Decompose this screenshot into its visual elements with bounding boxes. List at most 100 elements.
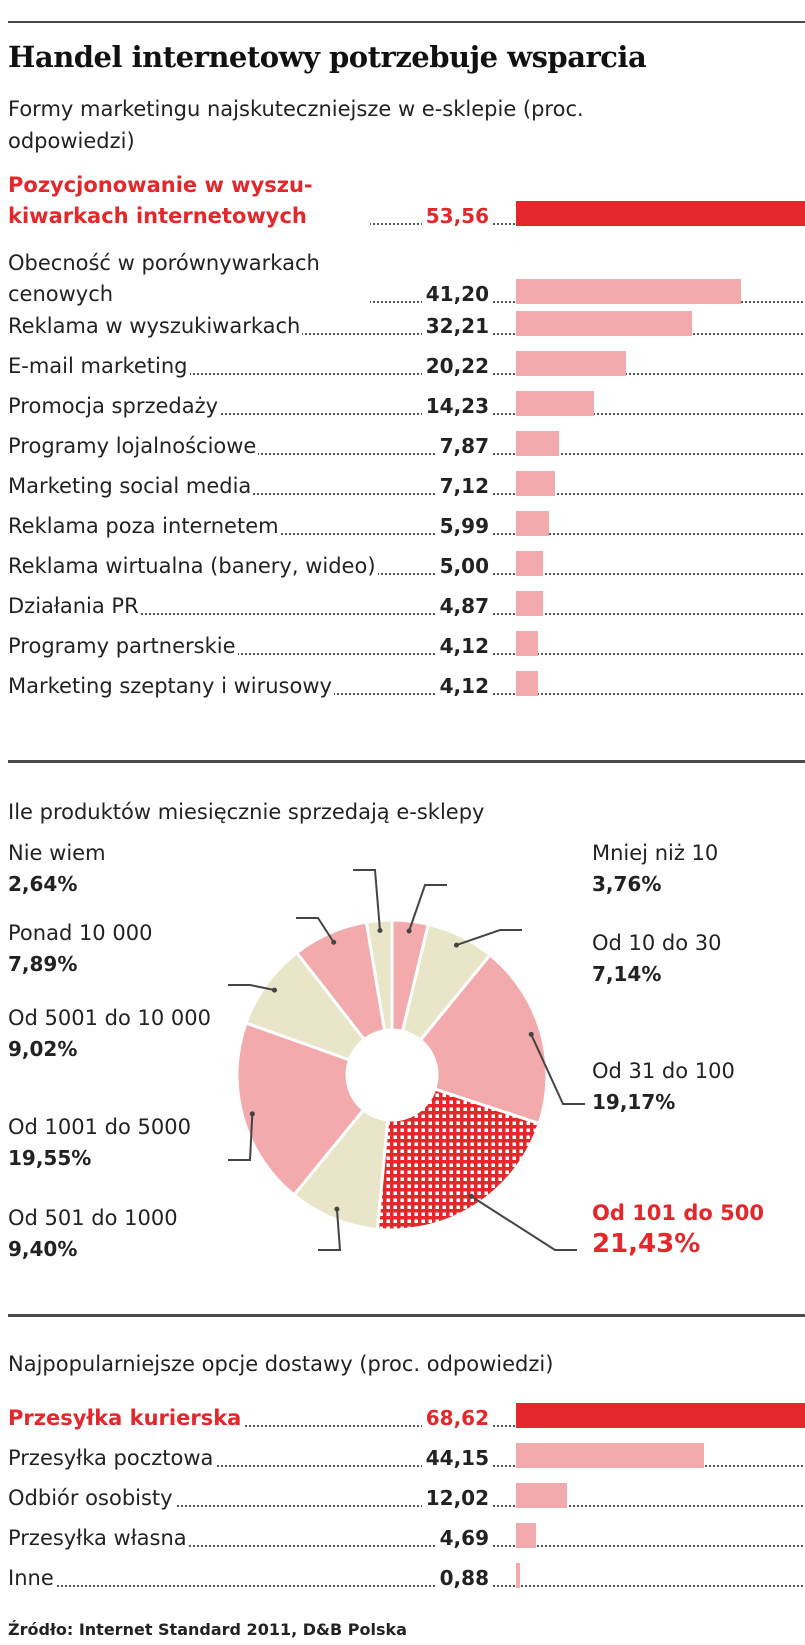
bar-row: Przesyłka kurierska 68,62: [8, 1400, 805, 1434]
leader-dot: [334, 1206, 340, 1212]
leader-dots: [8, 223, 803, 225]
pie-slice: [364, 918, 394, 1033]
slice-value: 21,43%: [592, 1229, 701, 1259]
bar-label: Reklama poza internetem: [8, 511, 281, 542]
bar-row: Przesyłka pocztowa 44,15: [8, 1440, 803, 1474]
bar-label: Przesyłka kurierska: [8, 1403, 244, 1434]
leader-dot: [406, 928, 412, 934]
donut-slice-label: Od 10 do 30 7,14%: [592, 928, 722, 990]
slice-value: 2,64%: [8, 872, 78, 896]
bar-label: Obecność w porównywarkach cenowych: [8, 248, 370, 310]
pie-slice: [235, 1021, 366, 1198]
bar-label: Reklama w wyszukiwarkach: [8, 311, 303, 342]
bar-row: Przesyłka własna 4,69: [8, 1520, 803, 1554]
bar: [516, 1483, 568, 1508]
bar-value-label: 4,12: [435, 631, 493, 662]
bar-label: Marketing social media: [8, 471, 254, 502]
bar-label: Promocja sprzedaży: [8, 391, 221, 422]
pie-slice: [418, 952, 549, 1126]
section2-rule: [8, 760, 805, 763]
leader-dots: [8, 1545, 803, 1547]
leader-line: [456, 929, 522, 947]
bar-row: Pozycjonowanie w wyszu-kiwarkach interne…: [8, 166, 805, 232]
slice-value: 9,40%: [8, 1237, 78, 1261]
slice-value: 3,76%: [592, 872, 662, 896]
bar-value-label: 7,87: [435, 431, 493, 462]
bar-row: Odbiór osobisty 12,02: [8, 1480, 803, 1514]
bar: [516, 631, 539, 656]
donut-slice-label: Mniej niż 10 3,76%: [592, 838, 718, 900]
leader-dots: [8, 1425, 803, 1427]
donut-slice-label: Od 5001 do 10 000 9,02%: [8, 1003, 211, 1065]
slice-name: Od 101 do 500: [592, 1201, 764, 1225]
bar-row: Reklama w wyszukiwarkach 32,21: [8, 308, 803, 342]
bar-label: Przesyłka własna: [8, 1523, 189, 1554]
bar: [516, 279, 741, 304]
section2-subtitle: Ile produktów miesięcznie sprzedają e-sk…: [8, 800, 485, 824]
slice-value: 9,02%: [8, 1037, 78, 1061]
donut-slice-label: Nie wiem 2,64%: [8, 838, 106, 900]
slice-value: 19,17%: [592, 1090, 676, 1114]
bar-value-label: 12,02: [421, 1483, 493, 1514]
bar-label: Reklama wirtualna (banery, wideo): [8, 551, 378, 582]
slice-name: Od 31 do 100: [592, 1059, 735, 1083]
top-rule: [8, 21, 805, 23]
bar-row: Programy lojalnościowe 7,87: [8, 428, 803, 462]
bar-label: Programy partnerskie: [8, 631, 238, 662]
donut-slice-label: Od 101 do 500 21,43%: [592, 1198, 764, 1260]
donut-slice-label: Od 31 do 100 19,17%: [592, 1056, 735, 1118]
leader-dots: [8, 333, 803, 335]
bar-row: Reklama poza internetem 5,99: [8, 508, 803, 542]
bar-label: Odbiór osobisty: [8, 1483, 175, 1514]
bar: [516, 431, 559, 456]
leader-line: [353, 869, 381, 931]
bar-row: Marketing social media 7,12: [8, 468, 803, 502]
leader-dot: [331, 939, 337, 945]
donut-slice-label: Od 1001 do 5000 19,55%: [8, 1112, 191, 1174]
leader-dot: [377, 927, 383, 933]
bar-value-label: 41,20: [421, 279, 493, 310]
leader-dots: [8, 373, 803, 375]
bar-label: Programy lojalnościowe: [8, 431, 259, 462]
bar-label: Inne: [8, 1563, 56, 1594]
bar: [516, 351, 627, 376]
slice-name: Od 5001 do 10 000: [8, 1006, 211, 1030]
bar: [516, 1403, 805, 1428]
leader-line: [228, 1113, 254, 1161]
bar-row: Marketing szeptany i wirusowy 4,12: [8, 668, 803, 702]
leader-line: [318, 1209, 342, 1251]
bar-label: Marketing szeptany i wirusowy: [8, 671, 334, 702]
section3-subtitle: Najpopularniejsze opcje dostawy (proc. o…: [8, 1352, 554, 1376]
donut-slice-label: Ponad 10 000 7,89%: [8, 918, 152, 980]
bar-value-label: 4,12: [435, 671, 493, 702]
slice-name: Od 1001 do 5000: [8, 1115, 191, 1139]
leader-dot: [528, 1031, 534, 1037]
bar-value-label: 4,87: [435, 591, 493, 622]
bar-value-label: 68,62: [421, 1403, 493, 1434]
section1-subtitle: Formy marketingu najskuteczniejsze w e-s…: [8, 97, 584, 153]
leader-dot: [453, 942, 459, 948]
bar: [516, 1563, 520, 1588]
bar: [516, 311, 692, 336]
leader-dots: [8, 573, 803, 575]
bar-row: Działania PR 4,87: [8, 588, 803, 622]
bar-row: E-mail marketing 20,22: [8, 348, 803, 382]
bar: [516, 201, 805, 226]
bar: [516, 511, 549, 536]
slice-name: Od 10 do 30: [592, 931, 722, 955]
bar-label: Przesyłka pocztowa: [8, 1443, 216, 1474]
bar-value-label: 32,21: [421, 311, 493, 342]
bar-row: Reklama wirtualna (banery, wideo) 5,00: [8, 548, 803, 582]
leader-line: [470, 1195, 577, 1251]
slice-value: 7,14%: [592, 962, 662, 986]
bar: [516, 671, 539, 696]
slice-name: Ponad 10 000: [8, 921, 153, 945]
leader-dots: [8, 653, 803, 655]
bar: [516, 591, 543, 616]
bar-value-label: 53,56: [421, 201, 493, 232]
page-title: Handel internetowy potrzebuje wsparcia: [8, 40, 647, 74]
leader-line: [228, 984, 275, 992]
slice-name: Mniej niż 10: [592, 841, 719, 865]
source-note: Źródło: Internet Standard 2011, D&B Pols…: [8, 1620, 407, 1639]
bar-value-label: 44,15: [421, 1443, 493, 1474]
